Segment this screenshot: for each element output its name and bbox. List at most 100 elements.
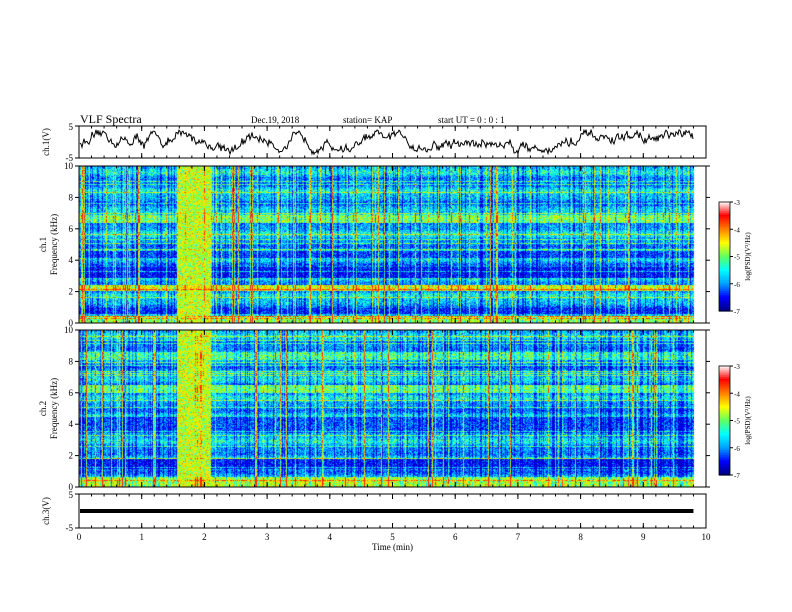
ch1-colorbar-cell [719, 240, 730, 243]
ch1-colorbar-tick-label: -7 [734, 308, 740, 316]
chart-title: VLF Spectra [80, 112, 142, 126]
xtick-label: 10 [702, 532, 712, 542]
ch2-colorbar-tick-label: -4 [734, 390, 740, 398]
ch2-colorbar-cell [719, 445, 730, 449]
ch2-ytick-label: 8 [69, 356, 74, 366]
ch2-colorbar-cell [719, 382, 730, 385]
ch2-colorbar-cell [719, 396, 730, 400]
ch1-colorbar-cell [719, 269, 730, 272]
start-time-label: start UT = 0 : 0 : 1 [438, 115, 505, 125]
ch2-colorbar-cell [719, 431, 730, 434]
ch1-ytick-label: 2 [69, 287, 74, 297]
ch2-colorbar-cell [719, 398, 730, 402]
xtick-label: 2 [202, 532, 207, 542]
ch1-colorbar-cell [719, 278, 730, 281]
ch1-colorbar-cell [719, 256, 730, 259]
ch2-colorbar-cell [719, 387, 730, 391]
ch2-colorbar-cell [719, 471, 730, 474]
ch2-ytick-label: 2 [69, 451, 74, 461]
xtick-label: 8 [578, 532, 583, 542]
ch2-colorbar-cell [719, 440, 730, 443]
ch1-colorbar-cell [719, 281, 730, 285]
ch2-colorbar-cell [719, 407, 730, 411]
ch2-colorbar-cell [719, 427, 730, 431]
ch1-colorbar-cell [719, 305, 730, 308]
ch2-ytick-label: 0 [69, 482, 74, 492]
ch2-ytick-label: 4 [69, 419, 74, 429]
ch1-ytick-label: 6 [69, 224, 74, 234]
ch2-colorbar-tick-label: -5 [734, 418, 740, 426]
ch2-colorbar-cell [719, 435, 730, 438]
ch3-waveform-ytick-top: 5 [69, 490, 74, 500]
ch1-colorbar-cell [719, 251, 730, 254]
ch1-colorbar-cell [719, 258, 730, 261]
ch1-colorbar-tick-label: -5 [734, 254, 740, 262]
ch1-colorbar-cell [719, 298, 730, 301]
ch2-spectrogram-label: ch.2 [38, 401, 48, 416]
xtick-label: 6 [453, 532, 458, 542]
ch2-colorbar-cell [719, 444, 730, 447]
ch1-colorbar-cell [719, 300, 730, 303]
ch1-colorbar-label: log(PSD)(V²/Hz) [744, 232, 752, 281]
ch2-colorbar-tick-label: -6 [734, 445, 740, 453]
ch1-colorbar-cell [719, 247, 730, 250]
xaxis-label: Time (min) [372, 542, 413, 552]
ch2-colorbar-cell [719, 384, 730, 387]
ch2-colorbar-cell [719, 449, 730, 452]
ch1-colorbar-cell [719, 249, 730, 252]
ch2-ytick-label: 6 [69, 388, 74, 398]
ch2-colorbar-label: log(PSD)(V²/Hz) [744, 396, 752, 445]
ch2-colorbar-cell [719, 373, 730, 376]
ch3-waveform-ytick-bottom: -5 [66, 523, 74, 533]
ch1-colorbar-cell [719, 231, 730, 234]
ch1-colorbar-cell [719, 202, 730, 205]
ch2-colorbar-cell [719, 415, 730, 418]
xtick-label: 5 [390, 532, 395, 542]
ch2-colorbar-cell [719, 389, 730, 393]
ch1-colorbar-cell [719, 287, 730, 290]
ch1-colorbar-cell [719, 265, 730, 268]
ch2-colorbar-cell [719, 456, 730, 460]
ch2-colorbar-cell [719, 395, 730, 398]
ch1-colorbar-cell [719, 309, 730, 312]
ch2-colorbar-cell [719, 424, 730, 427]
ch1-colorbar-cell [719, 280, 730, 283]
ch2-colorbar-cell [719, 371, 730, 374]
ch1-colorbar-cell [719, 236, 730, 239]
ch2-colorbar-cell [719, 464, 730, 467]
ch1-colorbar-cell [719, 260, 730, 263]
date-label: Dec.19, 2018 [251, 115, 300, 125]
ch2-colorbar-cell [719, 416, 730, 420]
ch2-colorbar-cell [719, 385, 730, 389]
ch2-colorbar-cell [719, 369, 730, 373]
ch2-colorbar-cell [719, 393, 730, 396]
ch1-waveform-ytick-top: 5 [69, 122, 74, 132]
ch2-colorbar-cell [719, 380, 730, 383]
ch2-colorbar-cell [719, 391, 730, 394]
ch1-colorbar-cell [719, 229, 730, 232]
station-label: station= KAP [343, 115, 393, 125]
ch2-colorbar-cell [719, 433, 730, 436]
ch1-colorbar-cell [719, 303, 730, 307]
ch1-colorbar-cell [719, 252, 730, 256]
ch2-colorbar-cell [719, 473, 730, 476]
ch1-ytick-label: 4 [69, 255, 74, 265]
ch1-colorbar-cell [719, 292, 730, 296]
ch1-colorbar-cell [719, 261, 730, 265]
ch2-colorbar-tick-label: -3 [734, 363, 740, 371]
ch1-colorbar-cell [719, 291, 730, 294]
ch1-colorbar-cell [719, 212, 730, 216]
ch2-colorbar-cell [719, 402, 730, 405]
ch1-colorbar-cell [719, 241, 730, 245]
ch2-colorbar-cell [719, 425, 730, 429]
ch1-colorbar-tick-label: -4 [734, 226, 740, 234]
ch2-colorbar-cell [719, 442, 730, 445]
ch2-colorbar-cell [719, 451, 730, 454]
ch2-colorbar-cell [719, 404, 730, 407]
xtick-label: 7 [516, 532, 521, 542]
ch2-colorbar-cell [719, 438, 730, 442]
xtick-label: 1 [139, 532, 144, 542]
ch2-colorbar-cell [719, 411, 730, 414]
ch2-colorbar-cell [719, 418, 730, 422]
ch1-spectrogram-image [79, 166, 706, 323]
